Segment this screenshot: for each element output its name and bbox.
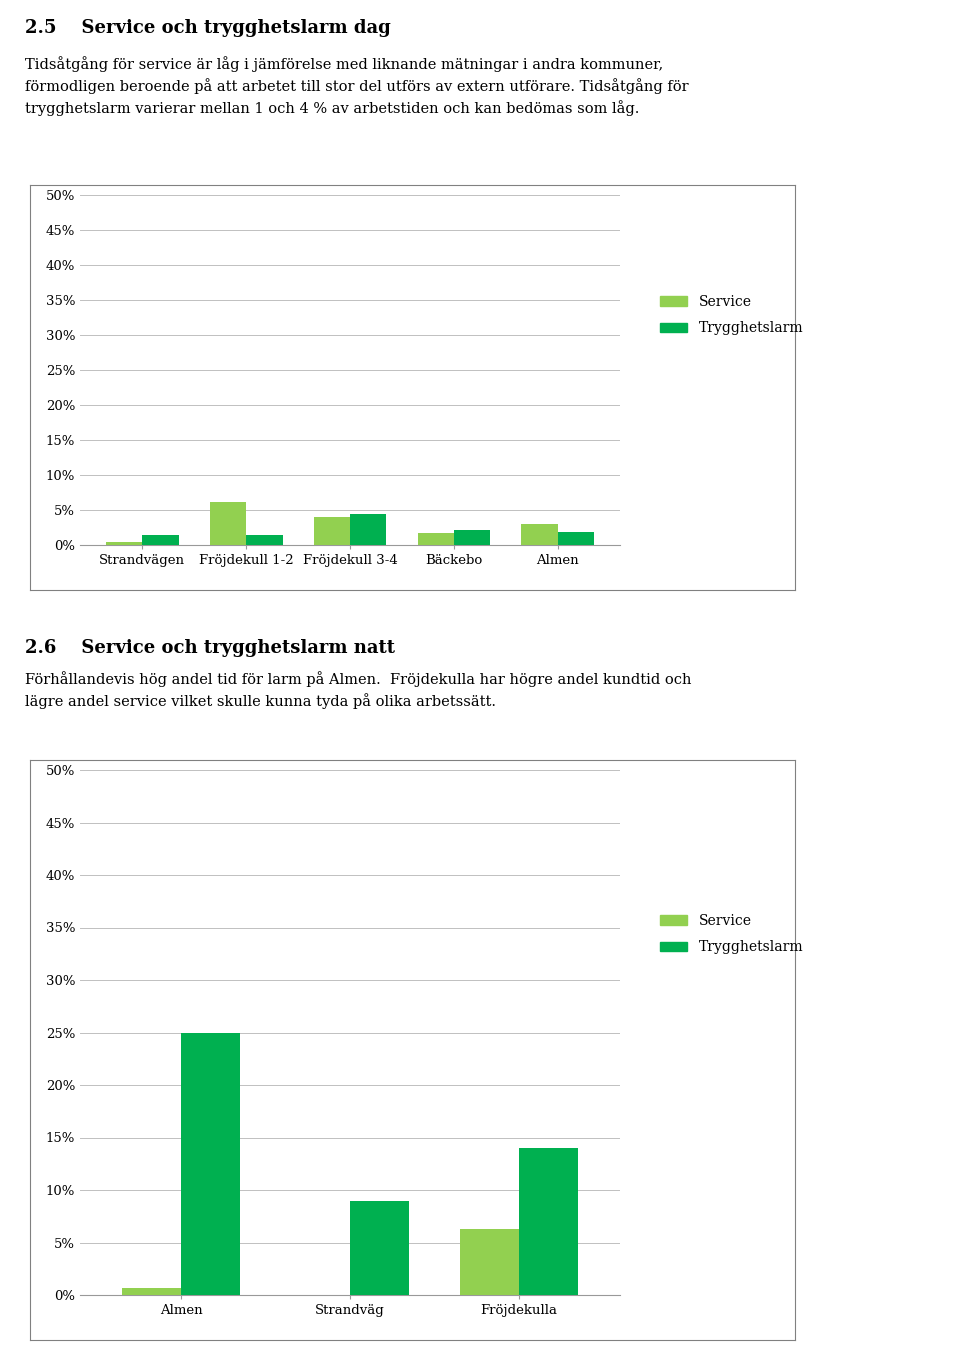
Bar bbox=[106, 542, 142, 545]
Text: 2.5    Service och trygghetslarm dag: 2.5 Service och trygghetslarm dag bbox=[25, 19, 391, 37]
Bar bbox=[460, 1229, 518, 1295]
Text: Tidsåtgång för service är låg i jämförelse med liknande mätningar i andra kommun: Tidsåtgång för service är låg i jämförel… bbox=[25, 56, 663, 72]
Text: lägre andel service vilket skulle kunna tyda på olika arbetssätt.: lägre andel service vilket skulle kunna … bbox=[25, 694, 496, 709]
Bar bbox=[181, 1033, 240, 1295]
Legend: Service, Trygghetslarm: Service, Trygghetslarm bbox=[654, 908, 808, 959]
Bar bbox=[246, 534, 282, 545]
Bar bbox=[518, 1148, 578, 1295]
Text: 2.6    Service och trygghetslarm natt: 2.6 Service och trygghetslarm natt bbox=[25, 640, 395, 657]
Bar bbox=[521, 524, 558, 545]
Bar bbox=[418, 533, 454, 545]
Bar bbox=[122, 1287, 181, 1295]
Legend: Service, Trygghetslarm: Service, Trygghetslarm bbox=[654, 290, 808, 341]
Bar bbox=[210, 501, 246, 545]
Bar bbox=[142, 534, 179, 545]
Text: trygghetslarm varierar mellan 1 och 4 % av arbetstiden och kan bedömas som låg.: trygghetslarm varierar mellan 1 och 4 % … bbox=[25, 100, 639, 117]
Bar bbox=[558, 533, 594, 545]
Bar bbox=[314, 518, 350, 545]
Text: förmodligen beroende på att arbetet till stor del utförs av extern utförare. Tid: förmodligen beroende på att arbetet till… bbox=[25, 79, 688, 93]
Bar bbox=[350, 514, 386, 545]
Bar bbox=[454, 530, 491, 545]
Bar bbox=[350, 1201, 409, 1295]
Text: Förhållandevis hög andel tid för larm på Almen.  Fröjdekulla har högre andel kun: Förhållandevis hög andel tid för larm på… bbox=[25, 671, 691, 687]
